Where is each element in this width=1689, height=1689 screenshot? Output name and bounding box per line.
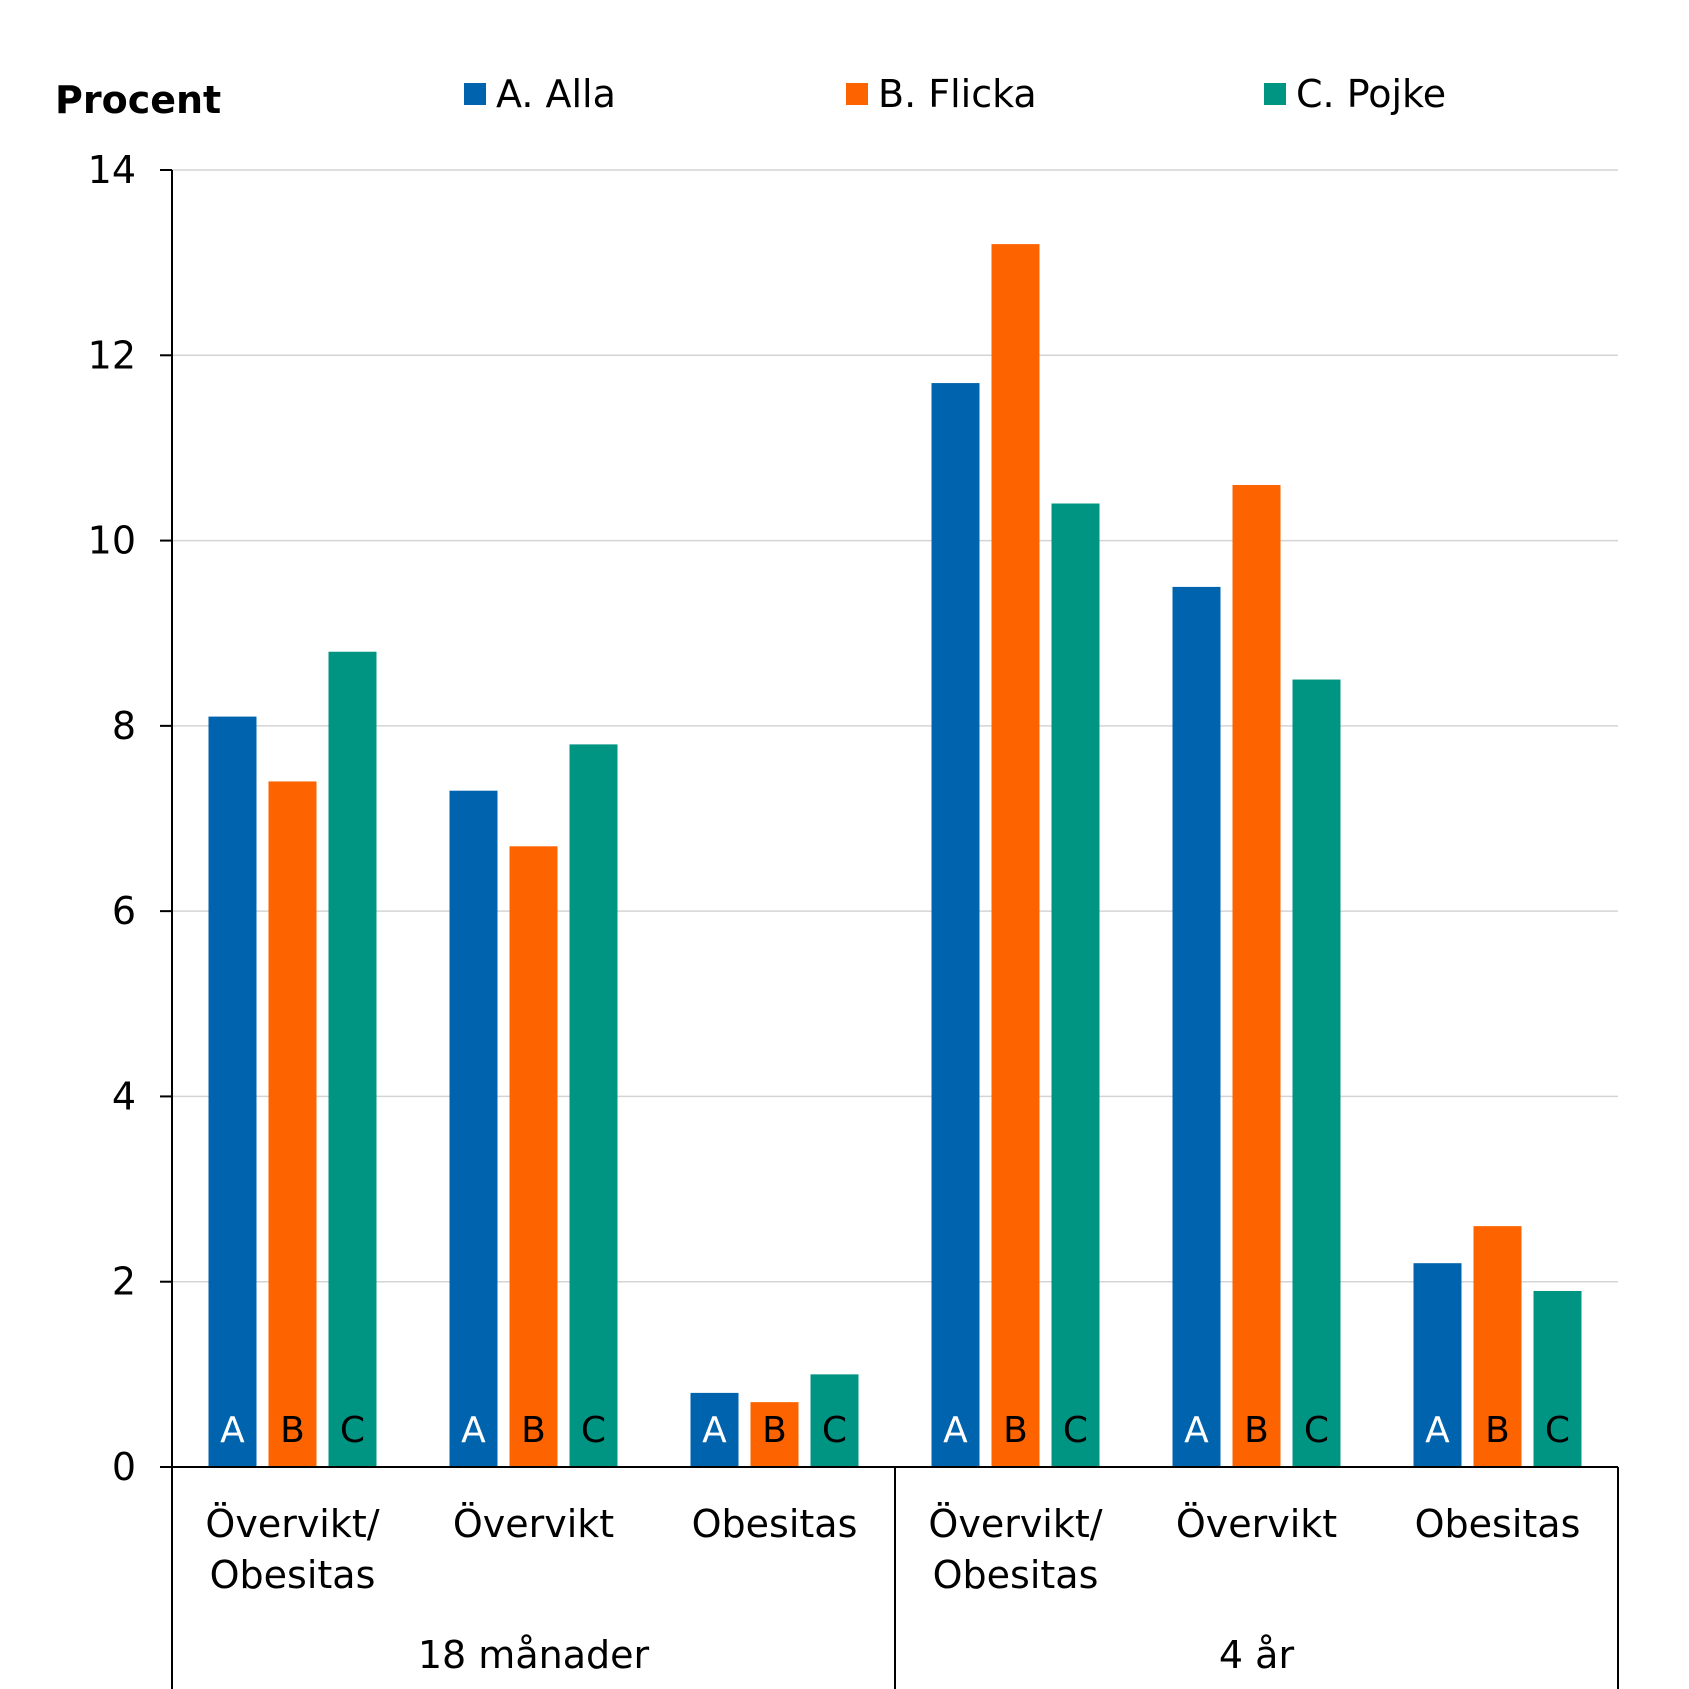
bar-label-c: C [581,1410,606,1451]
bar-a [449,790,498,1467]
bar-b [509,846,558,1467]
bar-label-b: B [1003,1410,1028,1451]
bar-b [991,244,1040,1468]
bar-label-b: B [521,1410,546,1451]
bar-label-b: B [1485,1410,1510,1451]
bar-c [1051,503,1100,1467]
y-tick-label: 6 [112,889,136,933]
bar-label-a: A [943,1410,968,1451]
bar-a [1172,586,1221,1467]
bar-label-a: A [1184,1410,1209,1451]
x-category-label: Övervikt/Obesitas [928,1502,1102,1597]
bar-label-b: B [1244,1410,1269,1451]
x-group-label: 4 år [1219,1633,1295,1677]
bar-c [328,651,377,1467]
legend-label-b: B. Flicka [878,72,1037,116]
legend: A. Alla B. Flicka C. Pojke [464,72,1446,116]
y-tick-label: 10 [88,519,136,563]
y-tick-label: 0 [112,1445,136,1489]
bar-c [810,1374,859,1467]
bar-label-a: A [1425,1410,1450,1451]
bar-b [750,1402,799,1467]
bar-a [690,1392,739,1467]
x-group-label: 18 månader [418,1633,650,1677]
legend-label-c: C. Pojke [1296,72,1446,116]
bar-a [1413,1263,1462,1467]
y-tick-label: 8 [112,704,136,748]
bar-label-b: B [762,1410,787,1451]
axes [160,169,1619,1689]
bar-label-a: A [702,1410,727,1451]
bar-label-c: C [822,1410,847,1451]
bar-a [208,716,257,1467]
bar-label-c: C [1063,1410,1088,1451]
legend-swatch-a [464,83,486,105]
x-category-label: Obesitas [1415,1502,1581,1546]
y-tick-label: 4 [112,1074,136,1118]
x-category-label: Övervikt [1176,1502,1337,1546]
y-tick-label: 14 [88,148,136,192]
x-category-label: Övervikt/Obesitas [205,1502,379,1597]
bar-b [1232,484,1281,1467]
bar-label-a: A [461,1410,486,1451]
bar-a [931,383,980,1467]
bar-label-c: C [1304,1410,1329,1451]
bar-label-c: C [1545,1410,1570,1451]
x-category-label: Övervikt [453,1502,614,1546]
y-tick-label: 12 [88,333,136,377]
bar-label-a: A [220,1410,245,1451]
y-tick-label: 2 [112,1260,136,1304]
legend-swatch-b [846,83,868,105]
y-axis-title: Procent [55,78,221,122]
bar-c [1292,679,1341,1467]
bar-label-b: B [280,1410,305,1451]
bar-c [569,744,618,1467]
gridlines [172,169,1618,1283]
y-tick-labels: 0 2 4 6 8 10 12 14 [88,148,136,1489]
bar-label-c: C [340,1410,365,1451]
legend-label-a: A. Alla [496,72,616,116]
bar-c [1533,1290,1582,1467]
x-category-label: Obesitas [692,1502,858,1546]
legend-swatch-c [1264,83,1286,105]
x-category-labels: Övervikt/Obesitas Övervikt Obesitas Övervik… [205,1502,1580,1677]
bar-b [268,781,317,1467]
bar-b [1473,1226,1522,1467]
